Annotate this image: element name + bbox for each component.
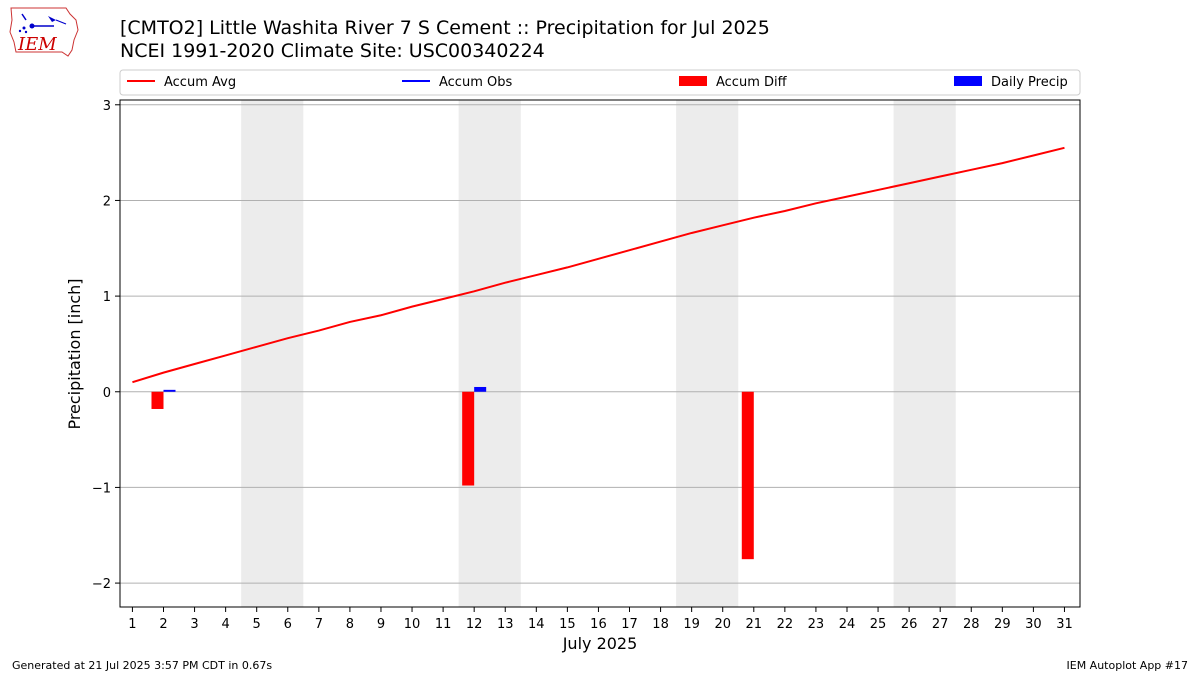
x-tick-label: 29 xyxy=(994,617,1011,632)
legend-swatch-accum-diff xyxy=(679,76,707,86)
x-tick-label: 3 xyxy=(190,617,198,632)
y-tick-label: 1 xyxy=(103,290,111,305)
x-tick-label: 27 xyxy=(932,617,949,632)
y-axis-label: Precipitation [inch] xyxy=(65,278,84,429)
legend-label-accum-diff: Accum Diff xyxy=(716,75,788,90)
x-tick-label: 14 xyxy=(528,617,545,632)
x-tick-label: 1 xyxy=(128,617,136,632)
lines xyxy=(132,146,1065,384)
x-tick-label: 4 xyxy=(221,617,229,632)
generated-timestamp: Generated at 21 Jul 2025 3:57 PM CDT in … xyxy=(12,659,273,672)
legend-label-accum-obs: Accum Obs xyxy=(439,75,512,90)
x-tick-label: 18 xyxy=(652,617,669,632)
x-tick-label: 19 xyxy=(683,617,700,632)
x-tick-label: 22 xyxy=(777,617,794,632)
weekend-band-1 xyxy=(241,100,304,607)
gridlines xyxy=(120,104,1080,584)
legend-label-daily-precip: Daily Precip xyxy=(991,75,1068,90)
x-tick-label: 6 xyxy=(284,617,292,632)
x-tick-label: 25 xyxy=(870,617,887,632)
y-tick-label: 2 xyxy=(103,194,111,209)
x-tick-label: 13 xyxy=(497,617,514,632)
legend: Accum Avg Accum Obs Accum Diff Daily Precip xyxy=(119,69,1081,96)
y-tick-label: −1 xyxy=(92,481,111,496)
x-tick-label: 16 xyxy=(590,617,607,632)
chart-subtitle: NCEI 1991-2020 Climate Site: USC00340224 xyxy=(120,40,545,62)
x-tick-label: 8 xyxy=(346,617,354,632)
x-tick-label: 5 xyxy=(253,617,261,632)
x-tick-label: 28 xyxy=(963,617,980,632)
x-tick-label: 9 xyxy=(377,617,385,632)
bars xyxy=(151,386,754,560)
plot-frame xyxy=(119,99,1081,608)
accum-diff-bar xyxy=(462,391,475,486)
y-tick-label: 3 xyxy=(103,99,111,114)
x-tick-label: 24 xyxy=(839,617,856,632)
x-tick-label: 2 xyxy=(159,617,167,632)
logo-text: IEM xyxy=(17,34,57,55)
weekend-shading xyxy=(241,100,956,607)
x-tick-label: 21 xyxy=(746,617,763,632)
accum-diff-bar xyxy=(151,391,164,409)
legend-swatch-daily-precip xyxy=(954,76,982,86)
x-tick-label: 31 xyxy=(1056,617,1073,632)
x-tick-label: 23 xyxy=(808,617,825,632)
x-tick-label: 26 xyxy=(901,617,918,632)
x-tick-label: 20 xyxy=(714,617,731,632)
app-credit: IEM Autoplot App #17 xyxy=(1066,659,1189,672)
weekend-band-3 xyxy=(676,100,739,607)
iem-logo: IEM xyxy=(8,6,80,58)
x-tick-label: 11 xyxy=(435,617,452,632)
x-tick-label: 15 xyxy=(559,617,576,632)
chart-title: [CMTO2] Little Washita River 7 S Cement … xyxy=(120,17,770,39)
legend-box xyxy=(119,69,1081,96)
x-tick-label: 7 xyxy=(315,617,323,632)
accum-diff-bar xyxy=(741,391,754,560)
x-tick-label: 12 xyxy=(466,617,483,632)
legend-label-accum-avg: Accum Avg xyxy=(164,75,236,90)
x-tick-label: 10 xyxy=(404,617,421,632)
y-tick-label: 0 xyxy=(103,386,111,401)
y-tick-label: −2 xyxy=(92,577,111,592)
daily-precip-bar xyxy=(163,389,176,392)
x-tick-label: 30 xyxy=(1025,617,1042,632)
weekend-band-2 xyxy=(458,100,521,607)
x-tick-label: 17 xyxy=(621,617,638,632)
daily-precip-bar xyxy=(474,386,487,392)
x-axis-label: July 2025 xyxy=(562,634,638,653)
